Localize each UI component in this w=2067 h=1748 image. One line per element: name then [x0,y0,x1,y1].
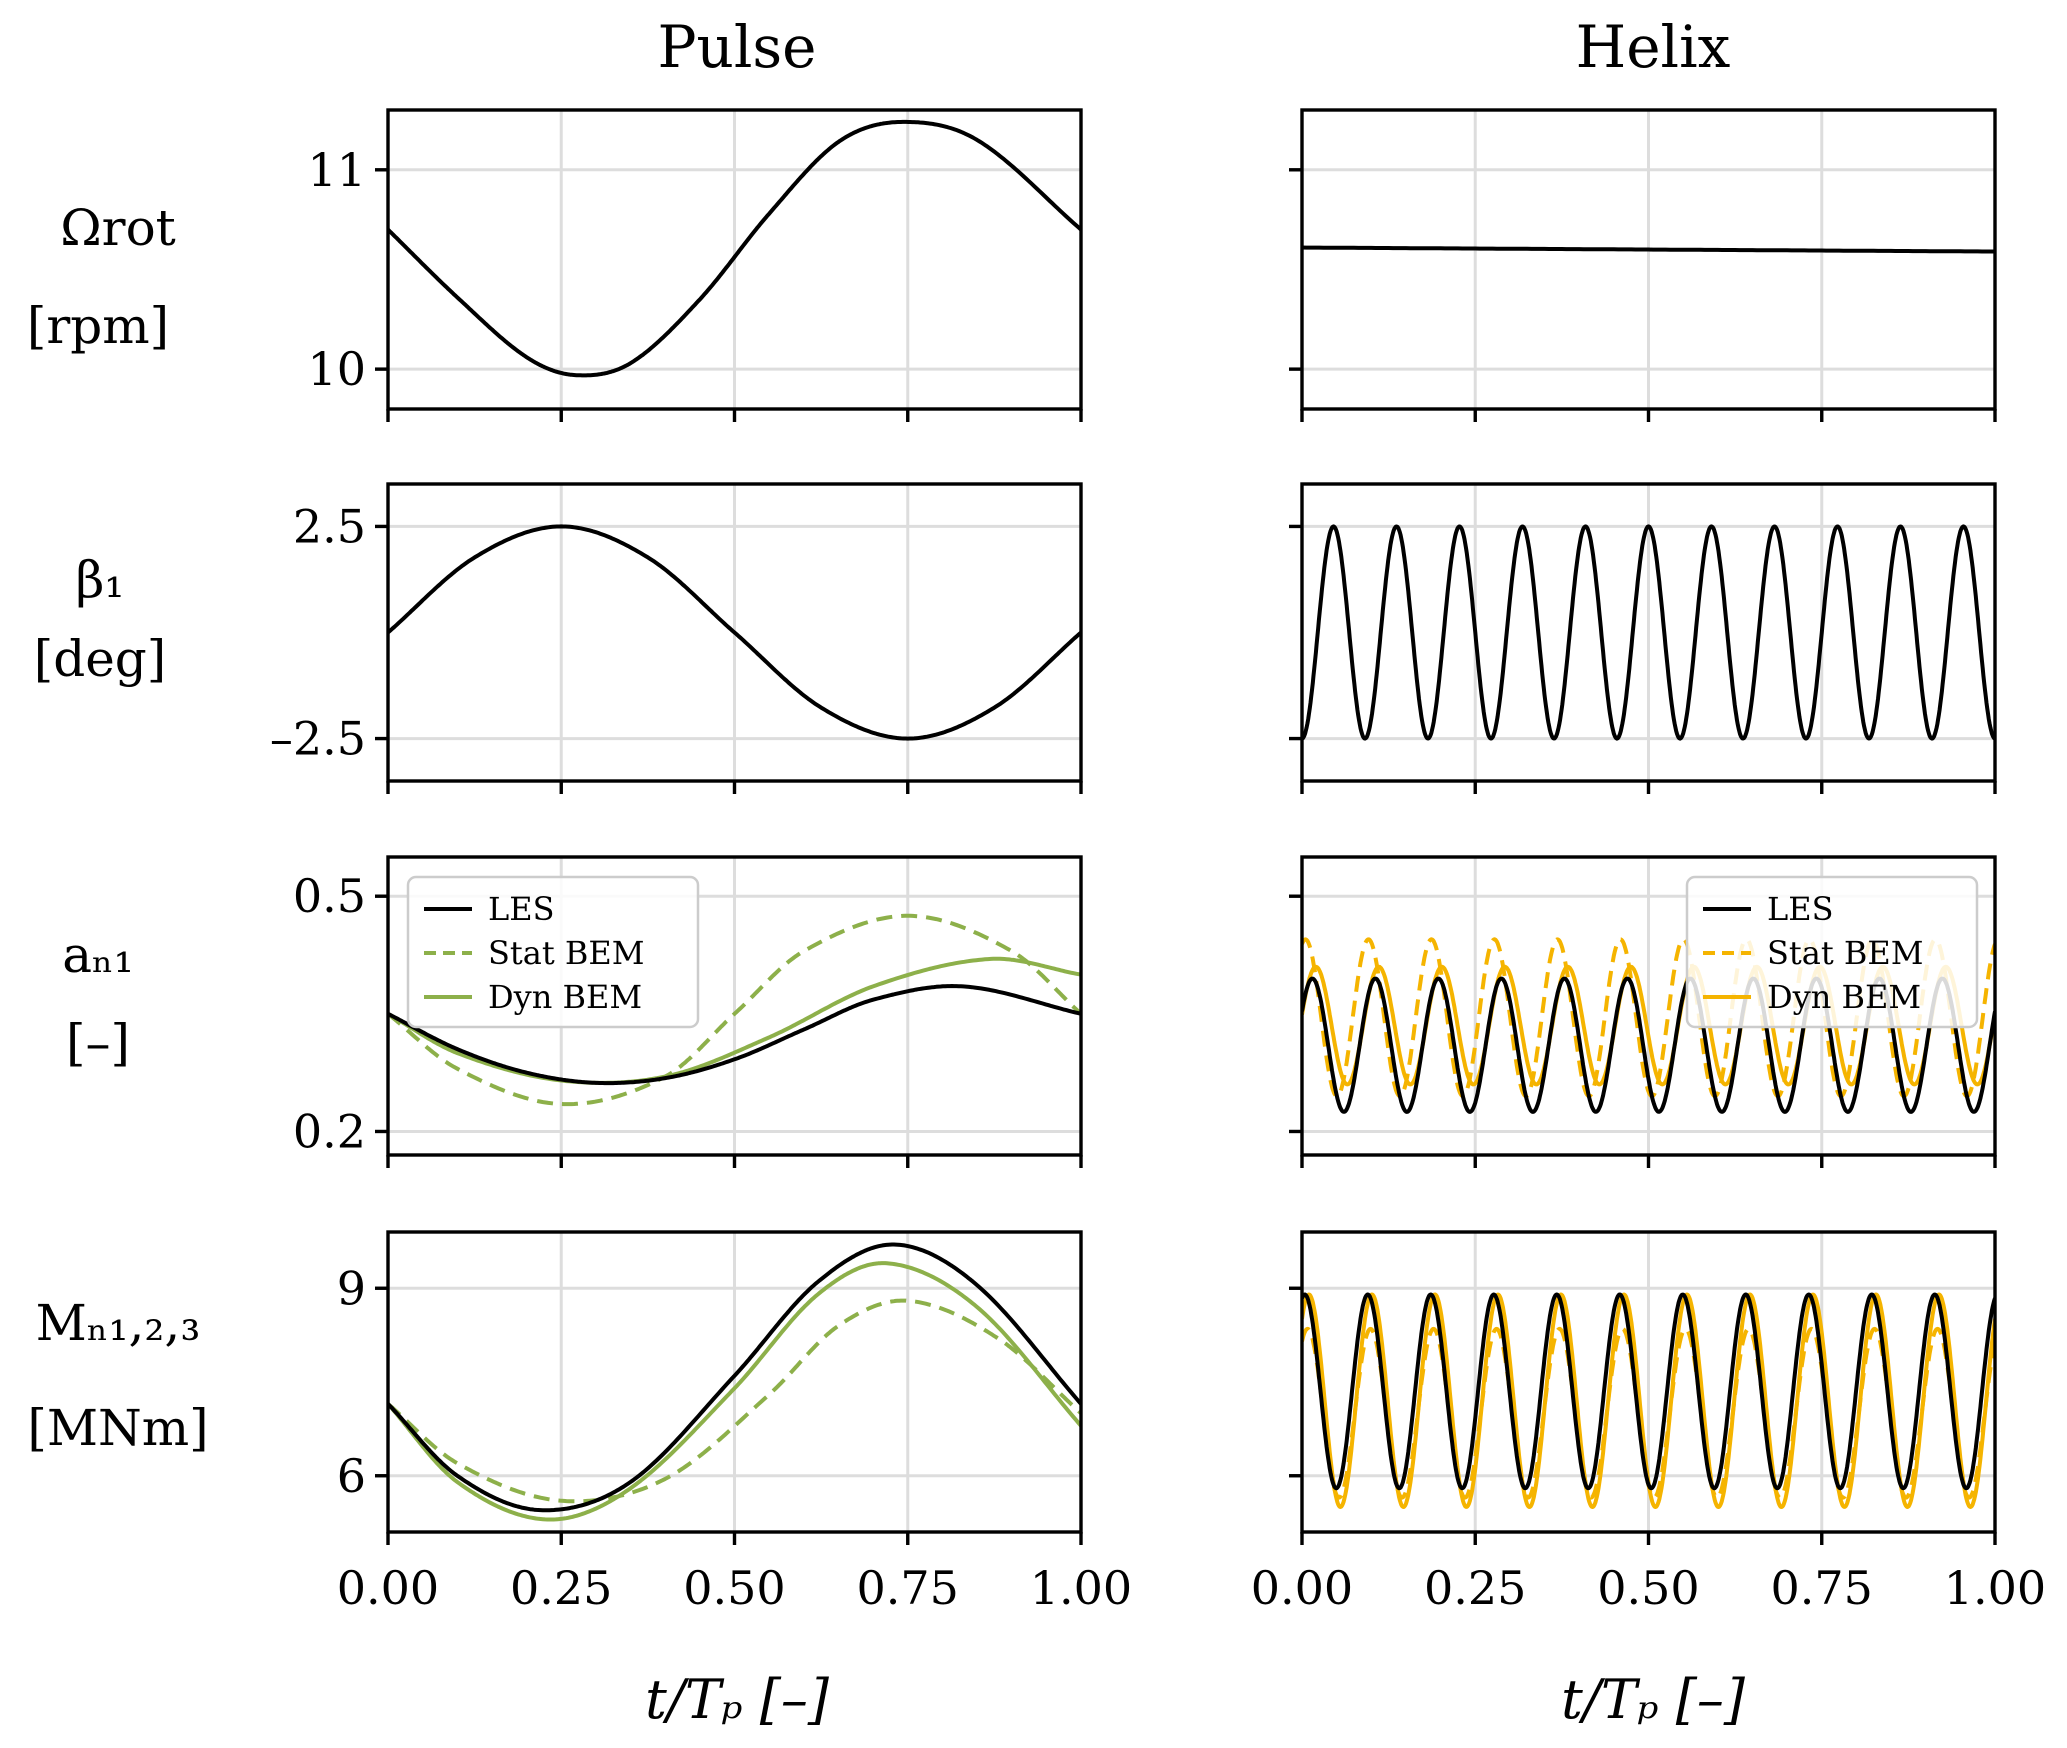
panel-helix-an1: LES Stat BEM Dyn BEM [1289,855,1997,1168]
x-tick-label: 0.50 [683,1561,785,1615]
y-tick-label: 6 [337,1449,366,1503]
legend-label: Dyn BEM [1767,978,1921,1016]
legend-label: Dyn BEM [488,978,642,1016]
series-line-dyn-bem [388,956,1081,1085]
y-tick-label: 11 [307,143,366,197]
legend-label: Stat BEM [1767,934,1924,972]
y-tick-label: 0.2 [293,1104,366,1158]
x-tick-label: 0.50 [1597,1561,1699,1615]
x-tick-label: 1.00 [1030,1561,1132,1615]
row-label-omega-unit: [rpm] [27,297,169,355]
series-line-les [388,984,1081,1086]
column-title-pulse: Pulse [657,13,816,81]
legend-label: LES [1767,890,1834,928]
series-line-stat-bem [388,1298,1081,1504]
y-tick-label: 0.5 [293,869,366,923]
panel-pulse-an1: 0.5 0.2 LES Stat BEM Dyn BEM [293,855,1083,1168]
series-line-ωrot [388,119,1081,378]
x-axis-label-helix: t/Tₚ [–] [1561,1668,1746,1731]
legend-box [1685,875,1979,1029]
series-line-les [388,1242,1081,1513]
panel-pulse-omega: 10 11 [307,108,1083,422]
y-tick-label: 9 [337,1261,366,1315]
x-tick-label: 0.00 [1251,1561,1353,1615]
series-line-ωrot [1302,245,1995,254]
x-tick-label: 0.25 [1424,1561,1526,1615]
x-tick-label: 0.75 [857,1561,959,1615]
series-line-β₁ [388,524,1081,741]
legend-label: Stat BEM [488,934,645,972]
series-line-β₁ [1302,524,1995,741]
series-line-dyn-bem [388,1261,1081,1522]
legend-box [406,875,700,1029]
series-line-les [1302,1292,1995,1491]
y-tick-label: 10 [307,342,366,396]
y-tick-label: –2.5 [270,712,366,766]
panel-helix-mn: 0.00 0.25 0.50 0.75 1.00 [1251,1230,2046,1615]
row-label-beta-unit: [deg] [34,630,167,688]
x-axis-label-pulse: t/Tₚ [–] [645,1668,830,1731]
panel-helix-beta [1289,482,1997,794]
row-label-beta-symbol: β₁ [76,551,125,609]
panel-pulse-mn: 9 6 0.00 0.25 0.50 0.75 1.00 [337,1230,1132,1615]
x-tick-label: 0.75 [1771,1561,1873,1615]
x-tick-label: 0.25 [510,1561,612,1615]
panel-helix-omega [1289,108,1997,422]
series-line-stat-bem [388,913,1081,1107]
row-label-an1-unit: [–] [66,1014,130,1072]
row-label-an1-symbol: aₙ₁ [62,926,133,984]
row-label-mn-unit: [MNm] [27,1399,208,1457]
x-tick-label: 0.00 [337,1561,439,1615]
y-tick-label: 2.5 [293,499,366,553]
x-tick-label: 1.00 [1944,1561,2046,1615]
column-title-helix: Helix [1576,13,1731,81]
legend-label: LES [488,890,555,928]
row-label-omega-symbol: Ωrot [60,199,176,257]
panel-pulse-beta: 2.5 –2.5 [270,482,1083,794]
row-label-mn-symbol: Mₙ₁,₂,₃ [36,1294,201,1352]
